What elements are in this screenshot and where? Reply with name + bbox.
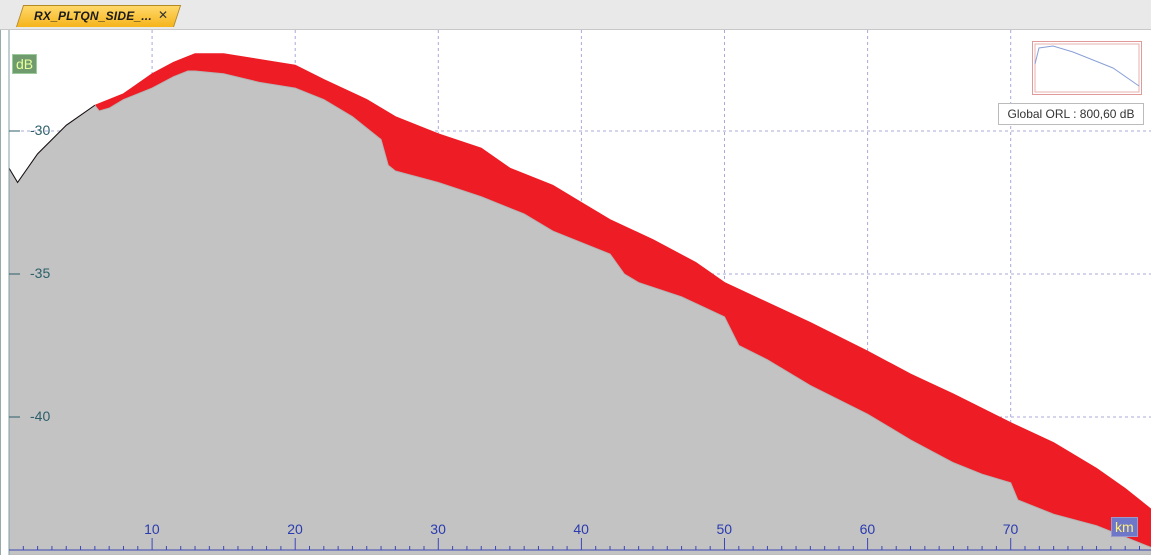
- x-tick-label: 10: [144, 521, 160, 537]
- tab-bar: RX_PLTQN_SIDE_... ✕: [0, 0, 1151, 30]
- x-tick-label: 70: [1002, 521, 1019, 537]
- x-tick-label: 20: [287, 521, 303, 537]
- chart-areas: [8, 53, 1151, 555]
- trace-tab-label[interactable]: RX_PLTQN_SIDE_...: [34, 9, 152, 23]
- chart-axes: [8, 30, 1151, 555]
- x-tick-label: 30: [430, 521, 446, 537]
- trace-frame: [0, 30, 1151, 555]
- global-orl-readout: Global ORL : 800,60 dB: [998, 103, 1144, 125]
- y-tick-label: -40: [30, 408, 51, 424]
- overview-thumbnail[interactable]: [1032, 41, 1142, 95]
- x-axis-unit-label: km: [1111, 517, 1138, 537]
- lower-trace-area: [8, 70, 1151, 555]
- y-tick-label: -35: [30, 265, 51, 281]
- x-tick-label: 60: [859, 521, 876, 537]
- close-icon[interactable]: ✕: [158, 8, 169, 22]
- x-tick-label: 40: [573, 521, 589, 537]
- y-tick-label: -30: [30, 122, 51, 138]
- otdr-trace-chart[interactable]: [0, 30, 1151, 555]
- y-axis-unit-label: dB: [12, 54, 38, 74]
- overview-trace: [1034, 43, 1140, 93]
- trace-start-line: [8, 104, 96, 184]
- x-tick-label: 50: [716, 521, 733, 537]
